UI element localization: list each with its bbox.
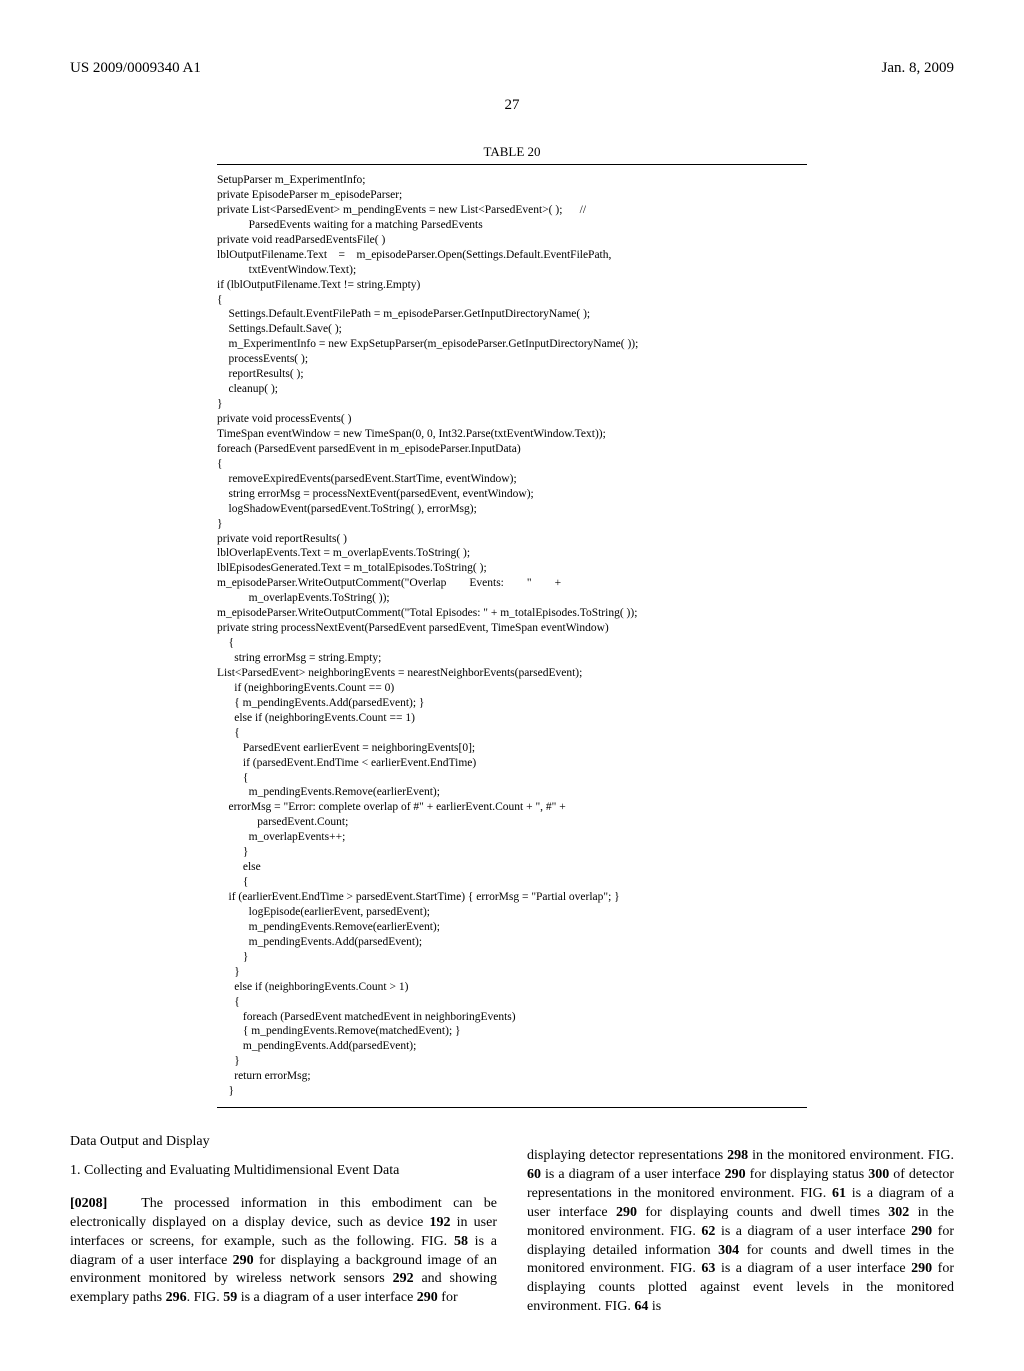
patent-number: US 2009/0009340 A1: [70, 60, 201, 77]
paragraph: [0208] The processed information in this…: [70, 1195, 497, 1308]
paragraph-text: . FIG.: [187, 1290, 224, 1305]
section-heading: Data Output and Display: [70, 1133, 497, 1152]
ref-num: 290: [725, 1167, 746, 1182]
ref-num: 300: [868, 1167, 889, 1182]
ref-num: 298: [727, 1148, 748, 1163]
left-column: Data Output and Display 1. Collecting an…: [70, 1133, 497, 1331]
paragraph-text: is a diagram of a user interface: [541, 1167, 725, 1182]
ref-num: 290: [417, 1290, 438, 1305]
publication-date: Jan. 8, 2009: [882, 60, 955, 77]
ref-num: 290: [911, 1261, 932, 1276]
code-listing: SetupParser m_ExperimentInfo; private Ep…: [217, 164, 807, 1108]
ref-num: 64: [634, 1299, 648, 1314]
ref-num: 63: [701, 1261, 715, 1276]
body-columns: Data Output and Display 1. Collecting an…: [70, 1133, 954, 1331]
ref-num: 292: [393, 1271, 414, 1286]
paragraph-text: displaying detector representations: [527, 1148, 727, 1163]
ref-num: 61: [832, 1186, 846, 1201]
page-header: US 2009/0009340 A1 Jan. 8, 2009: [70, 60, 954, 77]
subsection-heading: 1. Collecting and Evaluating Multidimens…: [70, 1162, 497, 1181]
paragraph-text: for displaying counts and dwell times: [637, 1205, 888, 1220]
ref-num: 302: [888, 1205, 909, 1220]
paragraph-text: in the monitored environment. FIG.: [748, 1148, 954, 1163]
ref-num: 296: [166, 1290, 187, 1305]
ref-num: 192: [430, 1215, 451, 1230]
paragraph-text: is a diagram of a user interface: [237, 1290, 417, 1305]
ref-num: 290: [911, 1224, 932, 1239]
page-number: 27: [70, 97, 954, 114]
paragraph-text: for displaying status: [746, 1167, 869, 1182]
ref-num: 304: [718, 1243, 739, 1258]
paragraph-text: for: [438, 1290, 458, 1305]
ref-num: 60: [527, 1167, 541, 1182]
paragraph: displaying detector representations 298 …: [527, 1147, 954, 1317]
ref-num: 290: [616, 1205, 637, 1220]
patent-page: US 2009/0009340 A1 Jan. 8, 2009 27 TABLE…: [0, 0, 1024, 1371]
paragraph-number: [0208]: [70, 1196, 107, 1211]
paragraph-text: is a diagram of a user interface: [715, 1224, 911, 1239]
paragraph-text: is a diagram of a user interface: [715, 1261, 911, 1276]
ref-num: 290: [233, 1253, 254, 1268]
ref-num: 62: [701, 1224, 715, 1239]
table-caption: TABLE 20: [70, 144, 954, 160]
paragraph-text: is: [648, 1299, 661, 1314]
ref-num: 59: [223, 1290, 237, 1305]
ref-num: 58: [454, 1234, 468, 1249]
right-column: displaying detector representations 298 …: [527, 1133, 954, 1331]
